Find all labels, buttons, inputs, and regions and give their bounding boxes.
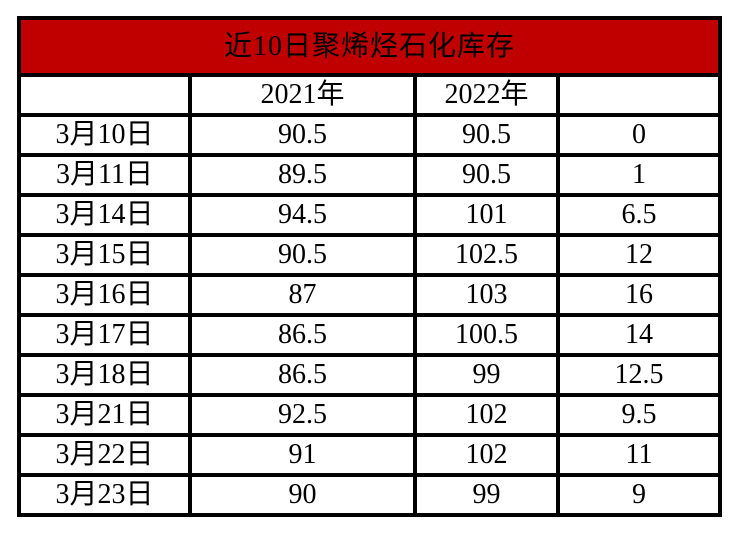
column-header-date — [17, 73, 192, 117]
diff-cell: 6.5 — [556, 193, 722, 237]
diff-cell: 12 — [556, 233, 722, 277]
value-2022-cell: 99 — [413, 473, 560, 517]
diff-cell: 0 — [556, 113, 722, 157]
table-row: 3月21日 92.5 102 9.5 — [17, 393, 722, 437]
date-cell: 3月22日 — [17, 433, 192, 477]
diff-cell: 16 — [556, 273, 722, 317]
value-2021-cell: 90.5 — [188, 233, 417, 277]
value-2022-cell: 99 — [413, 353, 560, 397]
column-header-2022: 2022年 — [413, 73, 560, 117]
value-2021-cell: 90 — [188, 473, 417, 517]
date-cell: 3月18日 — [17, 353, 192, 397]
diff-cell: 12.5 — [556, 353, 722, 397]
diff-cell: 9.5 — [556, 393, 722, 437]
column-header-row: 2021年 2022年 — [17, 73, 722, 117]
value-2022-cell: 103 — [413, 273, 560, 317]
value-2021-cell: 91 — [188, 433, 417, 477]
table-row: 3月17日 86.5 100.5 14 — [17, 313, 722, 357]
date-cell: 3月21日 — [17, 393, 192, 437]
diff-cell: 14 — [556, 313, 722, 357]
date-cell: 3月10日 — [17, 113, 192, 157]
value-2022-cell: 90.5 — [413, 153, 560, 197]
table-row: 3月23日 90 99 9 — [17, 473, 722, 517]
table-row: 3月14日 94.5 101 6.5 — [17, 193, 722, 237]
date-cell: 3月11日 — [17, 153, 192, 197]
table-row: 3月15日 90.5 102.5 12 — [17, 233, 722, 277]
date-cell: 3月14日 — [17, 193, 192, 237]
value-2021-cell: 87 — [188, 273, 417, 317]
table-row: 3月11日 89.5 90.5 1 — [17, 153, 722, 197]
diff-cell: 9 — [556, 473, 722, 517]
value-2022-cell: 101 — [413, 193, 560, 237]
column-header-diff — [556, 73, 722, 117]
table-row: 3月22日 91 102 11 — [17, 433, 722, 477]
title-row: 近10日聚烯烃石化库存 — [17, 16, 722, 77]
inventory-table: 近10日聚烯烃石化库存 2021年 2022年 3月10日 90.5 90.5 0 3月1… — [17, 16, 722, 517]
value-2021-cell: 94.5 — [188, 193, 417, 237]
value-2022-cell: 102 — [413, 393, 560, 437]
table-title: 近10日聚烯烃石化库存 — [17, 16, 722, 77]
diff-cell: 11 — [556, 433, 722, 477]
value-2022-cell: 102.5 — [413, 233, 560, 277]
diff-cell: 1 — [556, 153, 722, 197]
date-cell: 3月15日 — [17, 233, 192, 277]
value-2022-cell: 100.5 — [413, 313, 560, 357]
table-row: 3月16日 87 103 16 — [17, 273, 722, 317]
value-2022-cell: 90.5 — [413, 113, 560, 157]
table-row: 3月10日 90.5 90.5 0 — [17, 113, 722, 157]
date-cell: 3月23日 — [17, 473, 192, 517]
table-row: 3月18日 86.5 99 12.5 — [17, 353, 722, 397]
date-cell: 3月16日 — [17, 273, 192, 317]
value-2022-cell: 102 — [413, 433, 560, 477]
value-2021-cell: 89.5 — [188, 153, 417, 197]
value-2021-cell: 86.5 — [188, 313, 417, 357]
value-2021-cell: 92.5 — [188, 393, 417, 437]
column-header-2021: 2021年 — [188, 73, 417, 117]
value-2021-cell: 90.5 — [188, 113, 417, 157]
value-2021-cell: 86.5 — [188, 353, 417, 397]
date-cell: 3月17日 — [17, 313, 192, 357]
